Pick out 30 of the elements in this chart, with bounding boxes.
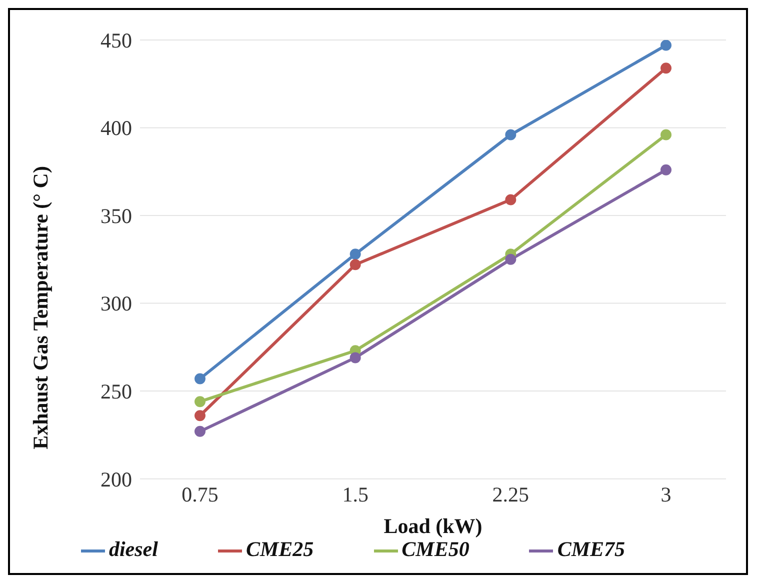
x-tick-label: 3 bbox=[660, 482, 672, 507]
point bbox=[350, 248, 361, 260]
point bbox=[194, 396, 206, 408]
y-tick-label: 350 bbox=[100, 204, 132, 228]
legend-label: CME25 bbox=[246, 536, 314, 561]
legend-label: CME50 bbox=[402, 536, 470, 561]
point bbox=[194, 373, 206, 384]
point bbox=[660, 164, 672, 176]
point bbox=[350, 259, 361, 270]
x-axis-title: Load (kW) bbox=[384, 514, 482, 538]
legend-label: diesel bbox=[108, 536, 158, 561]
y-tick-label: 200 bbox=[100, 467, 132, 492]
point bbox=[350, 352, 361, 364]
point bbox=[194, 410, 206, 422]
y-tick-label: 300 bbox=[100, 292, 132, 316]
x-tick-label: 0.75 bbox=[182, 482, 218, 507]
x-tick-label: 1.5 bbox=[342, 482, 368, 507]
x-tick-label: 2.25 bbox=[492, 482, 530, 507]
point bbox=[505, 194, 516, 206]
point bbox=[660, 129, 672, 140]
legend-label: CME75 bbox=[557, 536, 626, 561]
point bbox=[660, 62, 672, 74]
y-tick-label: 250 bbox=[100, 380, 132, 404]
y-tick-label: 400 bbox=[100, 116, 132, 140]
point bbox=[505, 129, 516, 140]
y-tick-label: 450 bbox=[100, 28, 132, 52]
point bbox=[505, 254, 516, 265]
y-axis-title: Exhaust Gas Temperature (° C) bbox=[28, 166, 52, 450]
point bbox=[194, 426, 206, 437]
point bbox=[660, 40, 672, 51]
